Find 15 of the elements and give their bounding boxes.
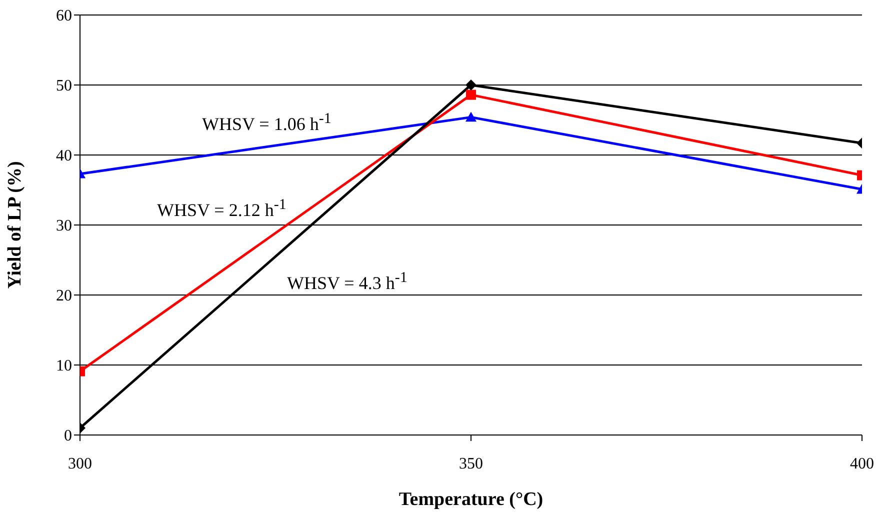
x-tick-label: 300 [68,455,92,472]
y-tick-label: 0 [64,428,72,445]
x-tick-label: 350 [459,455,483,472]
y-tick-label: 10 [56,358,72,375]
y-axis-title: Yield of LP (%) [4,161,26,289]
y-tick-label: 20 [56,288,72,305]
series-label: WHSV = 4.3 h$^{-1}$ [287,270,408,294]
y-tick-label: 50 [56,78,72,95]
y-tick-label: 60 [56,8,72,25]
series-label: WHSV = 1.06 h$^{-1}$ [202,111,332,135]
y-tick-label: 30 [56,218,72,235]
x-axis-title: Temperature (°C) [398,489,544,510]
x-tick-label: 400 [850,455,874,472]
y-tick-label: 40 [56,148,72,165]
series-label: WHSV = 2.12 h$^{-1}$ [157,197,286,221]
